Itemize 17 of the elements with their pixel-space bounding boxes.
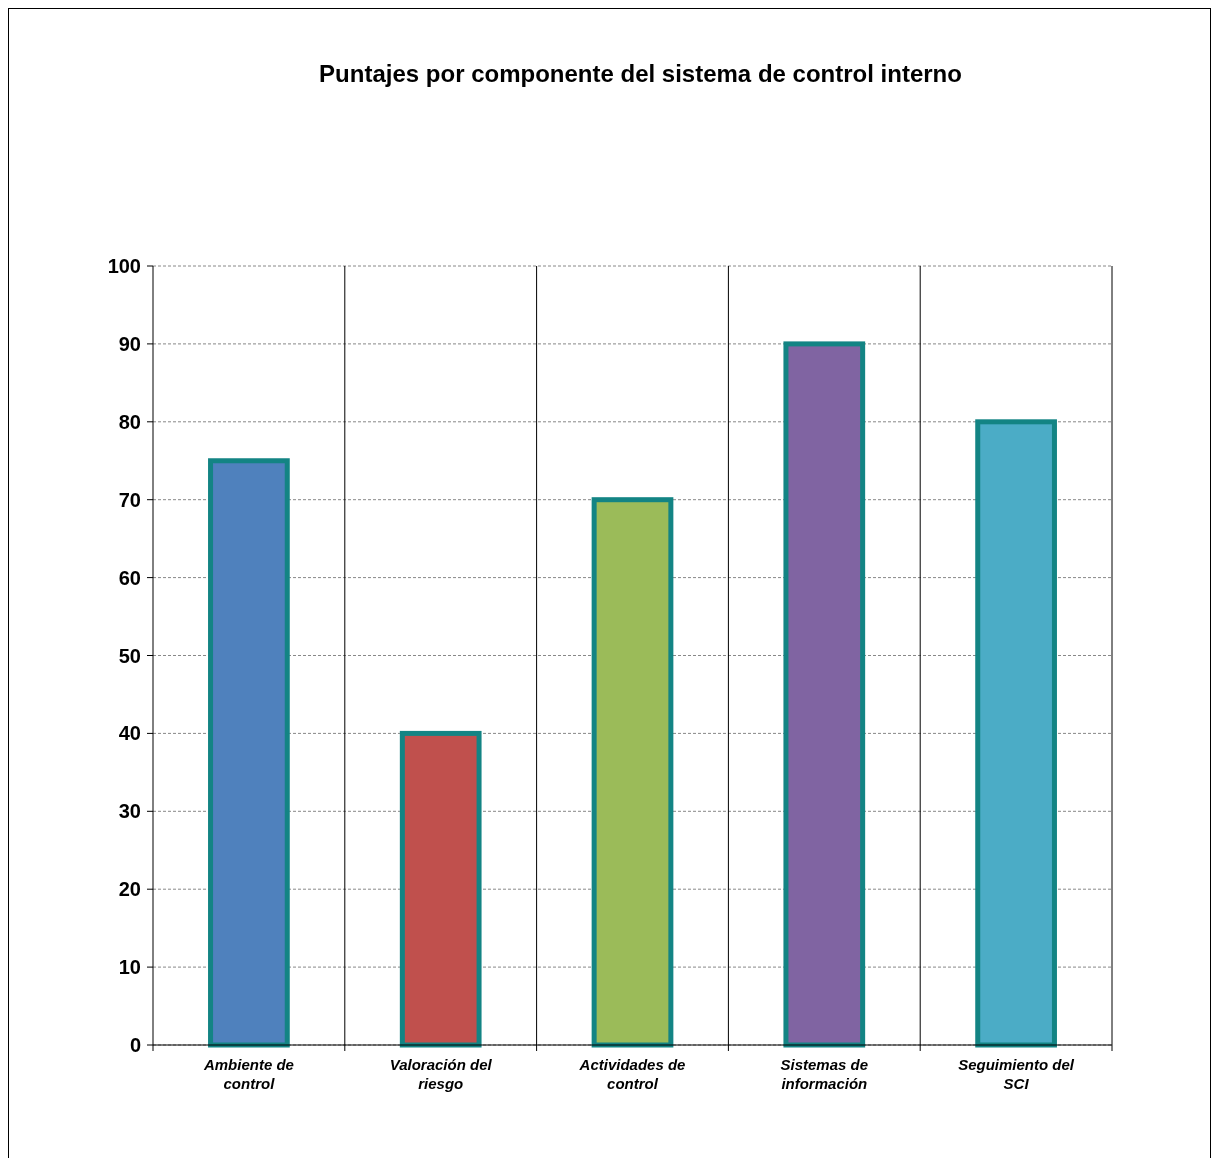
y-tick-label: 80: [118, 410, 141, 433]
y-tick-label: 20: [118, 878, 141, 901]
y-tick-label: 90: [118, 332, 141, 355]
chart-title: Puntajes por componente del sistema de control interno: [319, 60, 962, 87]
x-tick-label: Sistemas de información: [780, 1056, 869, 1092]
y-tick-label: 0: [129, 1034, 141, 1056]
y-tick-label: 60: [118, 566, 141, 589]
y-tick-label: 30: [118, 800, 141, 823]
y-tick-label: 100: [107, 255, 141, 277]
x-tick-label: Ambiente de control: [202, 1056, 294, 1092]
x-tick-label: Seguimiento del SCI: [958, 1056, 1075, 1092]
y-tick-label: 40: [118, 722, 141, 745]
y-tick-label: 10: [118, 956, 141, 979]
y-tick-label: 50: [118, 644, 141, 667]
y-tick-label: 70: [118, 488, 141, 511]
x-tick-label: Actividades de control: [578, 1056, 686, 1092]
x-tick-label: Valoración del riesgo: [389, 1056, 493, 1092]
